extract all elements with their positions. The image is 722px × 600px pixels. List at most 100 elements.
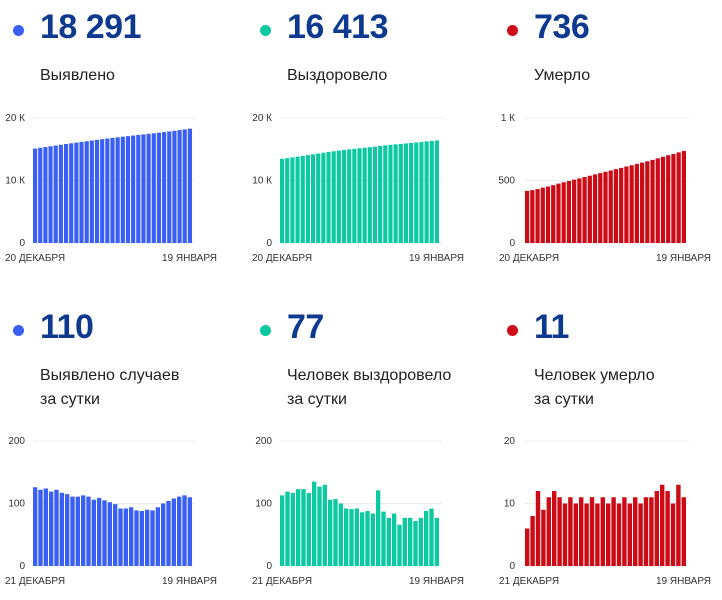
y-tick-label: 0 <box>19 561 25 572</box>
bar <box>141 134 146 243</box>
bar <box>393 144 398 243</box>
stat-number: 77 <box>287 308 324 346</box>
bar <box>434 517 439 566</box>
y-tick-label: 10 <box>504 499 516 510</box>
bar <box>370 513 375 566</box>
bar <box>102 500 107 566</box>
bar <box>136 134 141 243</box>
y-tick-label: 100 <box>255 499 272 510</box>
bar <box>424 511 429 566</box>
bar <box>556 183 561 243</box>
bar <box>54 489 59 566</box>
stat-label-line: Человек выздоровело <box>287 367 452 384</box>
bar <box>573 503 578 566</box>
bar <box>624 166 629 243</box>
bar <box>376 490 381 566</box>
bar <box>125 136 131 243</box>
stat-label-line: Выявлено <box>40 67 115 84</box>
stat-label-line: за сутки <box>534 391 594 408</box>
bar <box>317 486 322 566</box>
bar <box>551 185 556 243</box>
bar <box>65 494 70 566</box>
bar <box>354 508 359 566</box>
bar <box>634 163 639 243</box>
bar <box>671 154 676 243</box>
bar <box>301 489 306 566</box>
bar <box>525 190 530 243</box>
bar <box>97 497 102 566</box>
panel-recovered-total: 16 413 Выздоровело 0 10 К 20 К 20 ДЕКАБРЯ 19 … <box>247 0 487 300</box>
bar <box>603 171 608 243</box>
bar <box>378 145 383 243</box>
bar <box>525 528 530 566</box>
x-label-start: 20 ДЕКАБРЯ <box>499 253 559 264</box>
bar <box>321 152 326 243</box>
bar <box>113 504 118 566</box>
bar <box>606 503 611 566</box>
bar <box>115 137 120 243</box>
bar <box>535 189 540 243</box>
x-label-start: 21 ДЕКАБРЯ <box>5 576 65 587</box>
bar <box>568 497 573 566</box>
bar <box>409 142 414 243</box>
bar <box>290 157 295 243</box>
stat-label-line: за сутки <box>287 391 347 408</box>
y-tick-label: 1 К <box>501 113 515 124</box>
bar <box>280 495 285 566</box>
y-tick-label: 0 <box>266 238 272 249</box>
bar <box>172 130 177 243</box>
y-tick-label: 200 <box>255 436 272 447</box>
bar <box>69 143 74 243</box>
y-tick-label: 10 К <box>252 176 272 187</box>
bar <box>595 503 600 566</box>
legend-dot-icon <box>260 325 271 336</box>
bar <box>352 148 357 243</box>
legend-dot-icon <box>507 25 518 36</box>
x-label-start: 21 ДЕКАБРЯ <box>252 576 312 587</box>
bar <box>654 491 659 566</box>
bar <box>546 497 551 566</box>
bar <box>177 496 182 566</box>
bar <box>365 511 370 566</box>
legend-dot-icon <box>507 325 518 336</box>
bar-chart-detected-total: 0 10 К 20 К 20 ДЕКАБРЯ 19 ЯНВАРЯ <box>5 113 217 264</box>
bar <box>280 158 285 243</box>
bar <box>187 128 192 243</box>
bar <box>562 503 568 566</box>
bar <box>296 489 301 566</box>
bar <box>285 158 290 243</box>
bar <box>74 142 79 243</box>
bar <box>123 508 128 566</box>
bar <box>182 495 187 566</box>
y-tick-label: 0 <box>509 238 515 249</box>
bar <box>681 497 686 566</box>
bar <box>367 147 372 243</box>
bar <box>86 496 91 566</box>
bar <box>541 509 546 566</box>
bar <box>372 146 378 243</box>
bar <box>540 187 545 243</box>
bar <box>333 499 338 566</box>
panel-recovered-daily: 77 Человек выздоровело за сутки 0 100 200 21 … <box>247 300 487 600</box>
bar <box>134 510 139 566</box>
stat-label-line: Выздоровело <box>287 67 388 84</box>
bar <box>639 162 645 243</box>
y-tick-label: 0 <box>19 238 25 249</box>
bar <box>633 497 638 566</box>
bar <box>360 512 365 566</box>
bar <box>58 144 63 243</box>
bar <box>557 497 562 566</box>
bar <box>386 517 391 566</box>
x-label-end: 19 ЯНВАРЯ <box>409 576 464 587</box>
bar <box>63 144 69 243</box>
legend-dot-icon <box>260 25 271 36</box>
x-label-start: 20 ДЕКАБРЯ <box>252 253 312 264</box>
bar <box>331 151 336 243</box>
panel-detected-total: 18 291 Выявлено 0 10 К 20 К 20 ДЕКАБРЯ 19 ЯНВ… <box>0 0 240 300</box>
bar <box>75 496 80 566</box>
bar <box>81 495 86 566</box>
bar <box>33 148 38 243</box>
bar <box>535 491 541 566</box>
bar <box>70 496 75 566</box>
stat-number: 736 <box>534 8 590 46</box>
